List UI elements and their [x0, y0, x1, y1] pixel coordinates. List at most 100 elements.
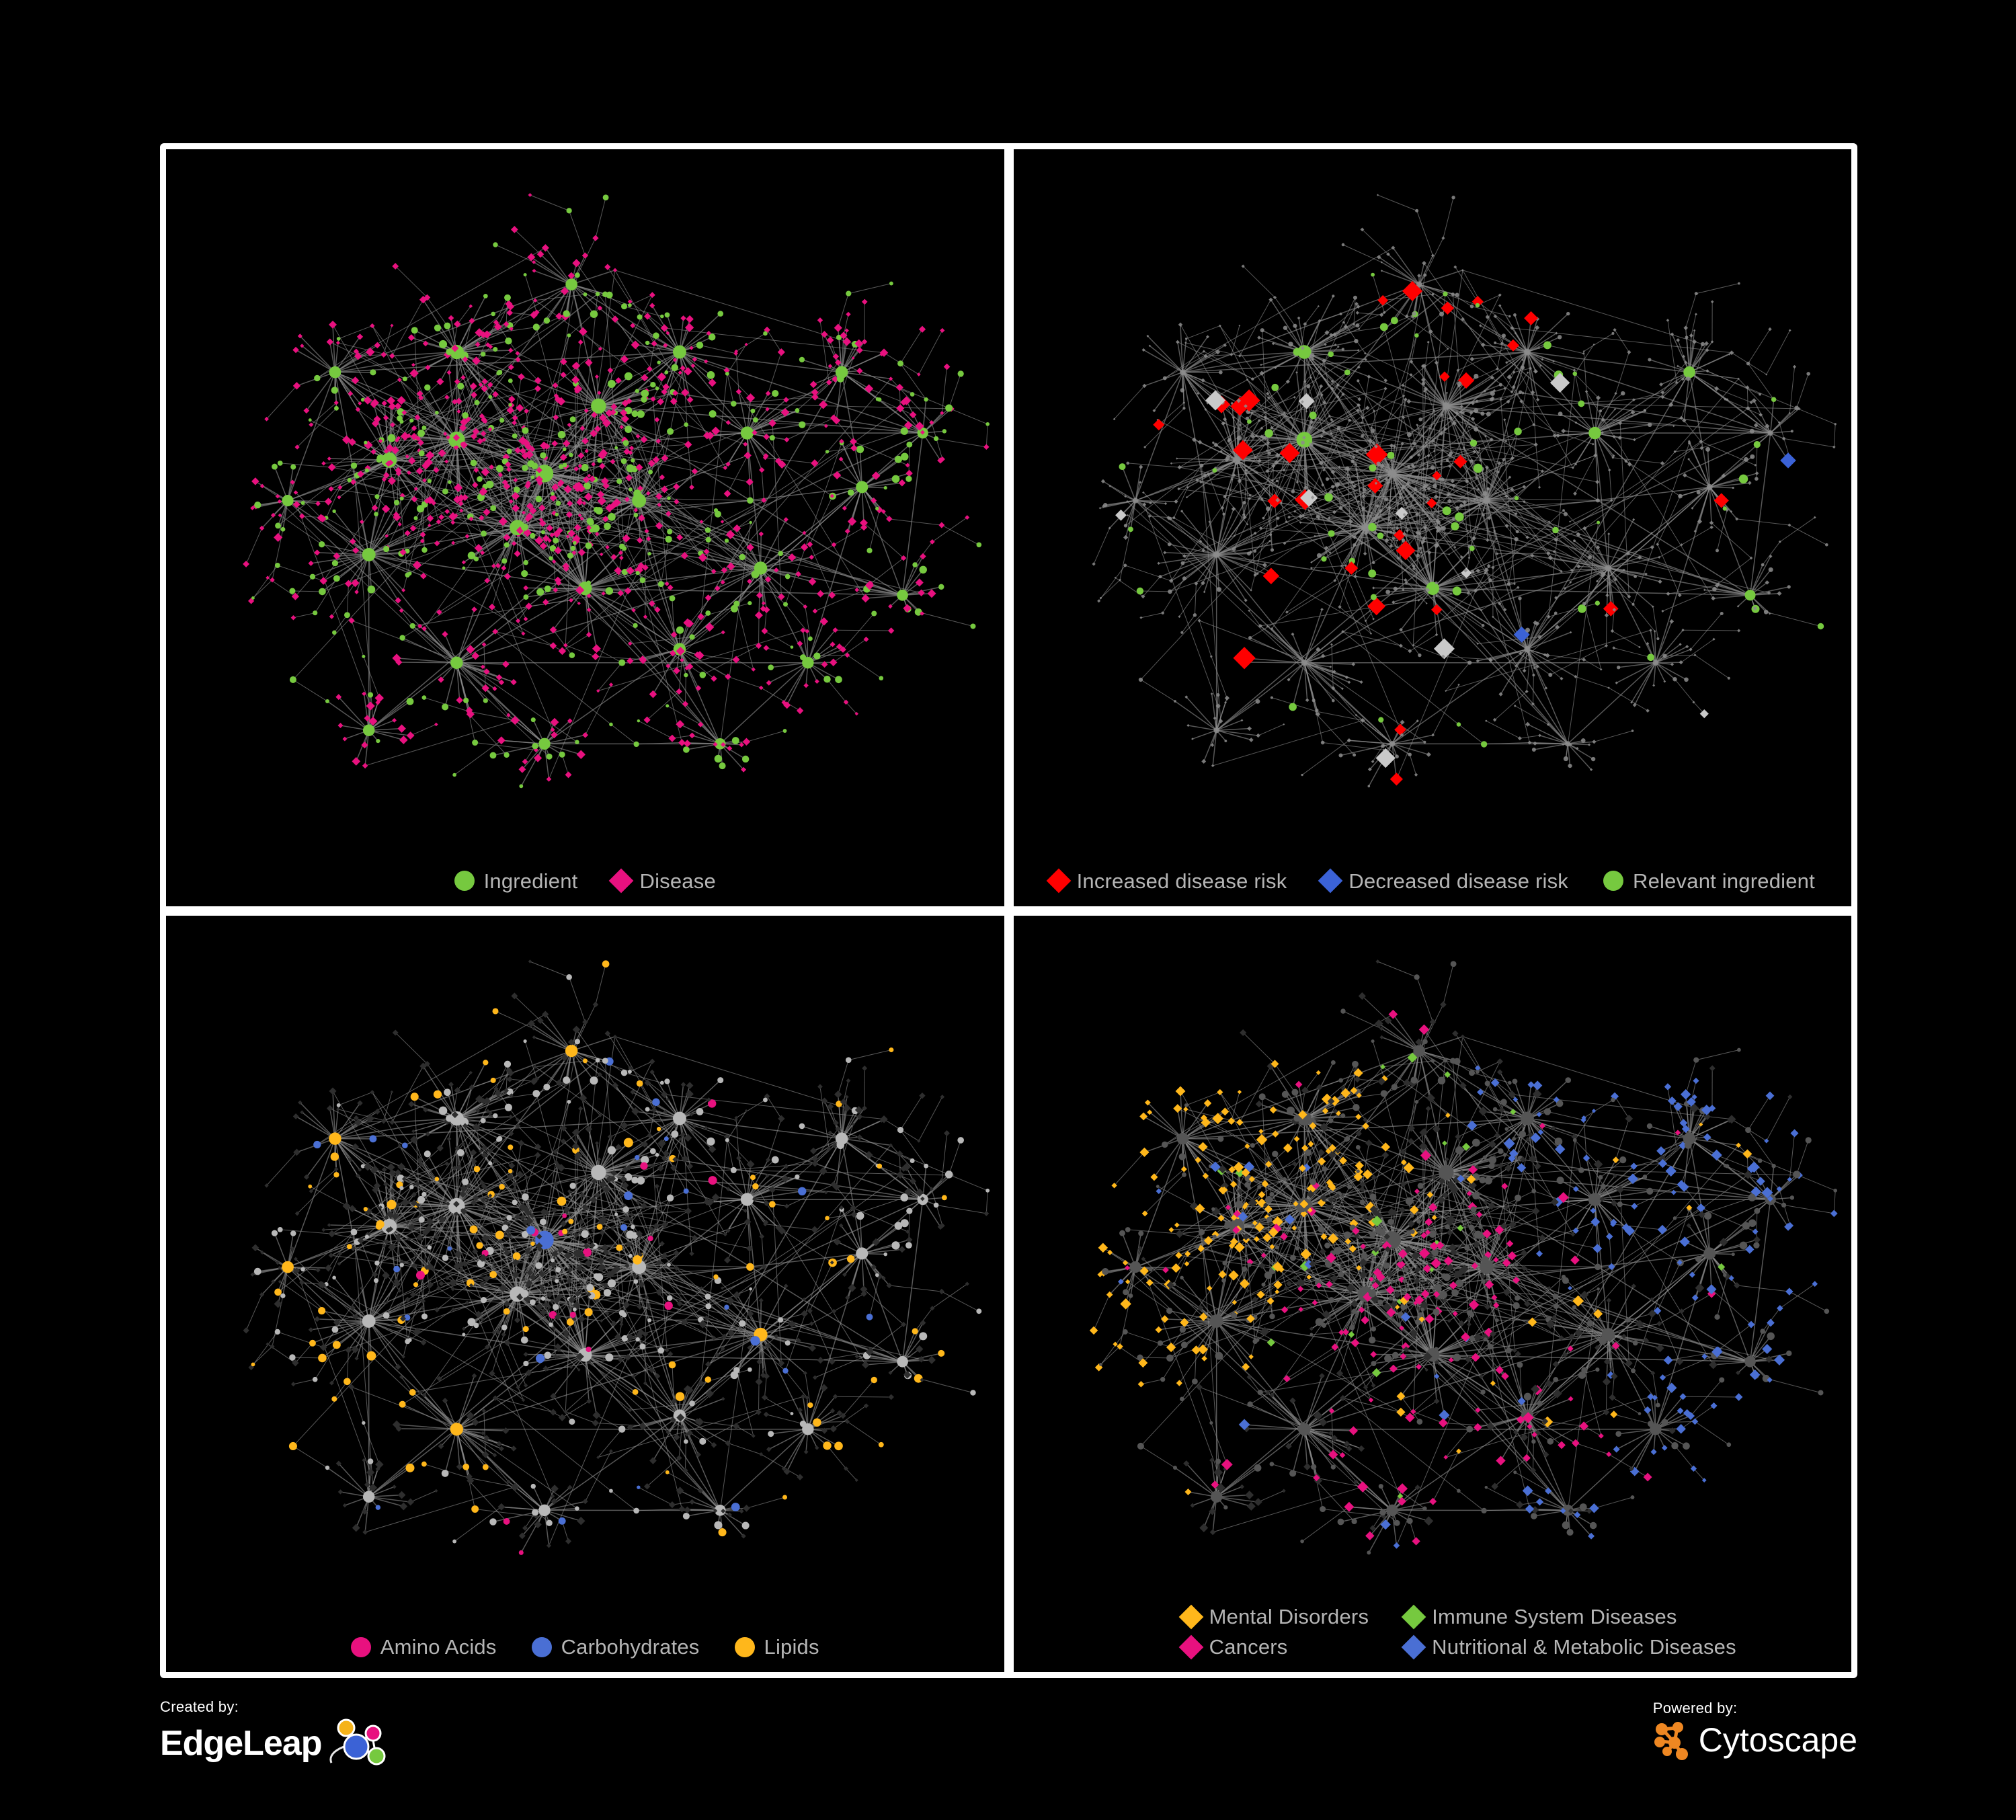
network-node[interactable]	[1468, 1299, 1479, 1310]
network-node[interactable]	[1713, 1314, 1720, 1320]
network-node[interactable]	[1369, 426, 1373, 430]
network-node[interactable]	[749, 520, 752, 524]
network-node[interactable]	[523, 1360, 529, 1366]
network-node[interactable]	[684, 672, 688, 678]
network-node[interactable]	[1709, 525, 1713, 530]
network-node[interactable]	[683, 1384, 692, 1393]
network-node[interactable]	[1484, 719, 1487, 722]
network-node[interactable]	[499, 418, 505, 423]
network-node[interactable]	[477, 476, 483, 482]
network-node[interactable]	[1441, 654, 1445, 659]
network-node[interactable]	[459, 1275, 464, 1279]
network-node[interactable]	[1139, 465, 1143, 469]
network-node[interactable]	[705, 537, 711, 543]
network-node[interactable]	[1500, 1098, 1507, 1105]
network-node[interactable]	[1444, 1156, 1449, 1161]
network-node[interactable]	[516, 618, 521, 623]
network-node[interactable]	[1344, 561, 1358, 575]
network-node[interactable]	[1612, 435, 1616, 439]
network-node[interactable]	[1505, 504, 1508, 506]
network-node[interactable]	[522, 427, 529, 434]
network-node[interactable]	[778, 460, 787, 469]
network-node[interactable]	[1398, 1258, 1402, 1262]
network-node[interactable]	[1710, 596, 1716, 601]
network-node[interactable]	[1755, 471, 1759, 475]
network-node[interactable]	[539, 542, 547, 550]
network-node[interactable]	[314, 374, 321, 382]
network-node[interactable]	[1817, 623, 1824, 630]
network-node[interactable]	[1213, 1467, 1223, 1477]
network-node[interactable]	[542, 598, 549, 606]
network-node[interactable]	[695, 685, 702, 691]
network-node[interactable]	[1591, 1108, 1596, 1113]
network-node[interactable]	[1389, 773, 1403, 786]
network-node[interactable]	[1179, 369, 1186, 376]
network-node[interactable]	[863, 1402, 869, 1409]
network-node[interactable]	[1239, 1029, 1246, 1036]
network-node[interactable]	[1283, 1374, 1291, 1382]
network-node[interactable]	[1599, 1195, 1605, 1202]
network-node[interactable]	[1233, 1161, 1244, 1173]
network-node[interactable]	[1817, 1389, 1823, 1395]
network-node[interactable]	[1494, 537, 1498, 541]
network-node[interactable]	[1242, 500, 1246, 505]
network-node[interactable]	[497, 736, 506, 745]
network-node[interactable]	[1223, 701, 1227, 704]
network-node[interactable]	[577, 601, 581, 606]
network-node[interactable]	[1619, 1156, 1626, 1163]
network-node[interactable]	[359, 519, 364, 524]
network-node[interactable]	[1439, 431, 1443, 436]
network-node[interactable]	[1149, 502, 1152, 504]
network-node[interactable]	[541, 530, 546, 535]
network-node[interactable]	[784, 1339, 791, 1346]
network-node[interactable]	[308, 560, 314, 566]
network-node[interactable]	[392, 1484, 397, 1489]
network-node[interactable]	[1730, 510, 1732, 513]
network-node[interactable]	[1401, 383, 1405, 387]
network-node[interactable]	[1309, 353, 1315, 358]
network-node[interactable]	[1367, 477, 1383, 494]
network-node[interactable]	[512, 1252, 521, 1260]
network-node[interactable]	[1432, 477, 1436, 482]
network-node[interactable]	[739, 1320, 746, 1327]
network-node[interactable]	[643, 1482, 651, 1490]
network-node[interactable]	[557, 479, 565, 487]
network-node[interactable]	[366, 701, 375, 711]
network-node[interactable]	[538, 504, 546, 512]
network-node[interactable]	[1679, 1308, 1685, 1314]
network-node[interactable]	[1680, 1089, 1691, 1099]
network-node[interactable]	[469, 304, 473, 309]
network-node[interactable]	[399, 1502, 408, 1510]
network-node[interactable]	[1356, 403, 1359, 406]
network-node[interactable]	[797, 640, 803, 647]
network-node[interactable]	[1570, 1255, 1580, 1265]
network-node[interactable]	[1350, 480, 1355, 484]
network-node[interactable]	[739, 742, 744, 748]
network-node[interactable]	[521, 1230, 529, 1238]
network-node[interactable]	[803, 682, 809, 688]
network-node[interactable]	[1269, 1461, 1274, 1466]
network-node[interactable]	[1172, 516, 1175, 520]
network-node[interactable]	[1203, 1099, 1211, 1107]
network-node[interactable]	[563, 1076, 571, 1084]
network-node[interactable]	[542, 1365, 549, 1372]
network-node[interactable]	[1191, 738, 1194, 740]
network-node[interactable]	[1681, 418, 1686, 423]
network-node[interactable]	[1337, 1518, 1344, 1525]
network-node[interactable]	[1473, 463, 1483, 473]
network-node[interactable]	[863, 636, 869, 642]
network-node[interactable]	[536, 250, 545, 258]
network-node[interactable]	[399, 496, 404, 501]
network-node[interactable]	[883, 485, 887, 490]
network-node[interactable]	[563, 439, 571, 448]
network-node[interactable]	[604, 1030, 611, 1036]
network-node[interactable]	[1125, 1226, 1131, 1232]
network-node[interactable]	[1258, 370, 1264, 376]
network-node[interactable]	[649, 1069, 655, 1074]
network-node[interactable]	[647, 551, 651, 556]
network-node[interactable]	[1442, 402, 1450, 410]
network-node[interactable]	[1427, 1282, 1432, 1288]
network-node[interactable]	[471, 1373, 477, 1378]
network-node[interactable]	[1268, 539, 1271, 543]
network-node[interactable]	[778, 1316, 784, 1322]
